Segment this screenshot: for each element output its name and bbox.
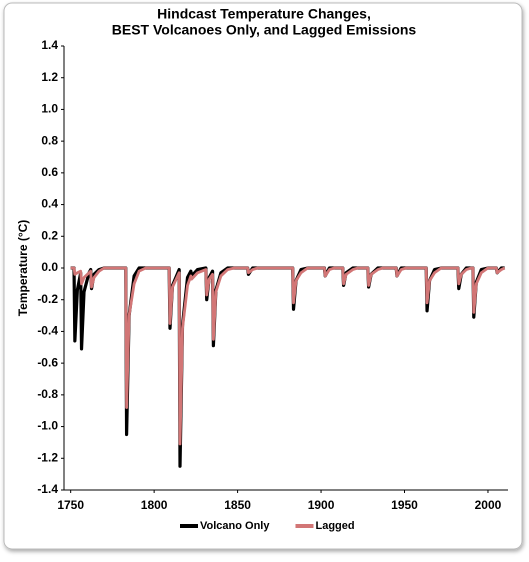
legend-label: Volcano Only [200,520,270,532]
y-tick-label: -0.2 [37,292,58,306]
x-tick-label: 1950 [391,498,418,512]
y-tick-label: 0.2 [41,228,58,242]
x-tick-label: 1850 [224,498,251,512]
y-tick-label: -0.6 [37,355,58,369]
y-tick-label: -1.2 [37,450,58,464]
y-axis-label: Temperature (°C) [16,220,30,317]
y-tick-label: -0.4 [37,324,58,338]
x-tick-label: 1800 [141,498,168,512]
chart-title: BEST Volcanoes Only, and Lagged Emission… [112,22,417,38]
y-tick-label: 0.6 [41,165,58,179]
y-tick-label: 0.0 [41,260,58,274]
x-tick-label: 1900 [308,498,335,512]
y-tick-label: 0.8 [41,133,58,147]
y-tick-label: 1.0 [41,102,58,116]
series-line [70,266,506,446]
legend-label: Lagged [315,520,354,532]
y-tick-label: 1.2 [41,70,58,84]
y-tick-label: -0.8 [37,387,58,401]
y-tick-label: -1.4 [37,482,58,496]
x-tick-label: 2000 [475,498,502,512]
y-tick-label: -1.0 [37,419,58,433]
y-tick-label: 1.4 [41,38,58,52]
y-tick-label: 0.4 [41,197,58,211]
x-tick-label: 1750 [57,498,84,512]
chart-title: Hindcast Temperature Changes, [157,6,371,22]
chart-frame [3,2,523,550]
